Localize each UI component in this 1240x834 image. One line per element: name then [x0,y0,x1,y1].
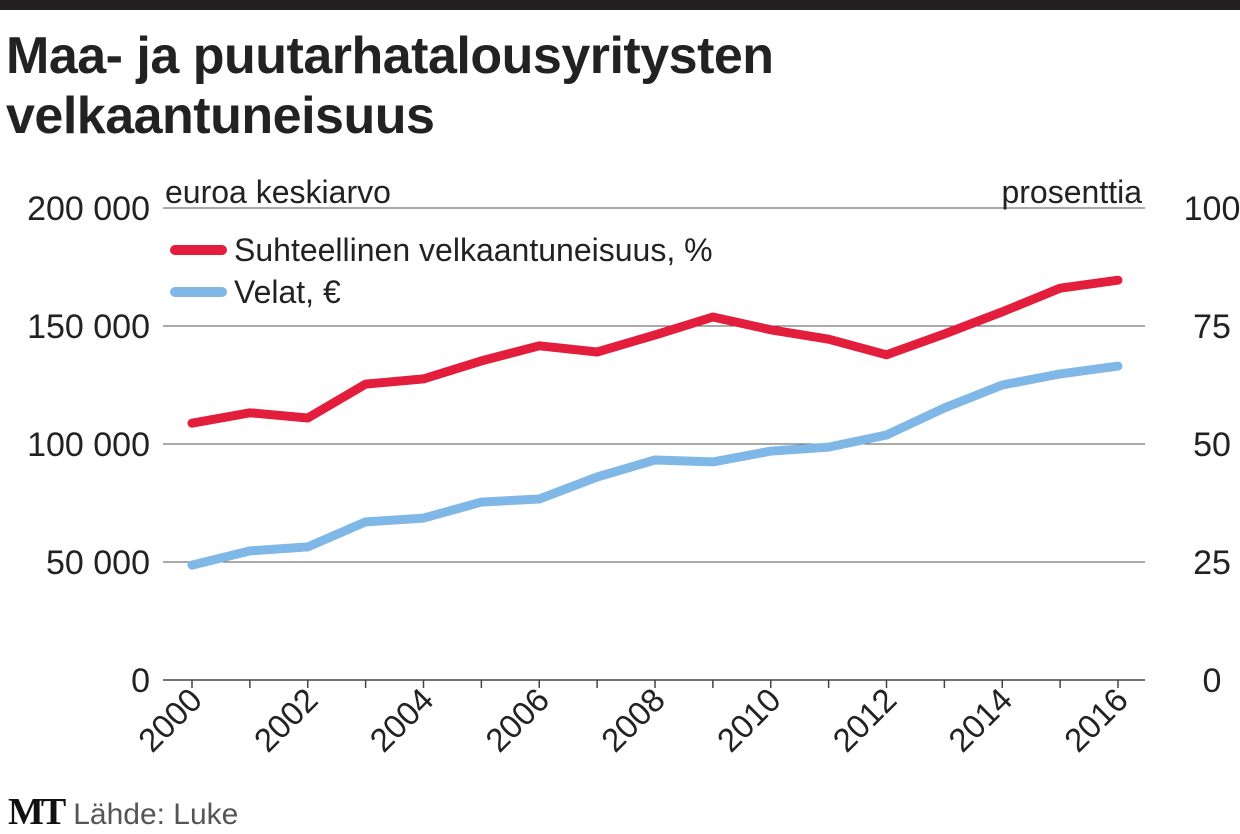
right-axis-label: prosenttia [1001,174,1142,210]
right-tick-label: 50 [1193,426,1231,464]
x-tick-label: 2004 [362,681,440,759]
legend-label: Velat, € [234,274,341,310]
right-tick-label: 25 [1193,544,1231,582]
left-tick-label: 0 [131,662,150,700]
x-tick-label: 2014 [941,681,1019,759]
right-tick-label: 75 [1193,308,1231,346]
x-tick-label: 2010 [710,681,788,759]
left-tick-label: 100 000 [27,426,150,464]
source-text: Lähde: Luke [73,798,238,831]
x-tick-label: 2002 [247,681,325,759]
footer: MT Lähde: Luke [8,790,238,834]
x-tick-label: 2016 [1057,681,1135,759]
x-tick-label: 2006 [478,681,556,759]
right-tick-label: 100 [1184,190,1240,228]
x-tick-label: 2012 [825,681,903,759]
left-tick-label: 150 000 [27,308,150,346]
series-line-debts [192,366,1118,565]
left-tick-label: 200 000 [27,190,150,228]
right-tick-label: 0 [1203,662,1222,700]
legend-label: Suhteellinen velkaantuneisuus, % [234,232,713,268]
mt-logo: MT [8,791,63,833]
left-tick-label: 50 000 [46,544,150,582]
x-tick-label: 2008 [594,681,672,759]
left-axis-label: euroa keskiarvo [165,174,391,210]
